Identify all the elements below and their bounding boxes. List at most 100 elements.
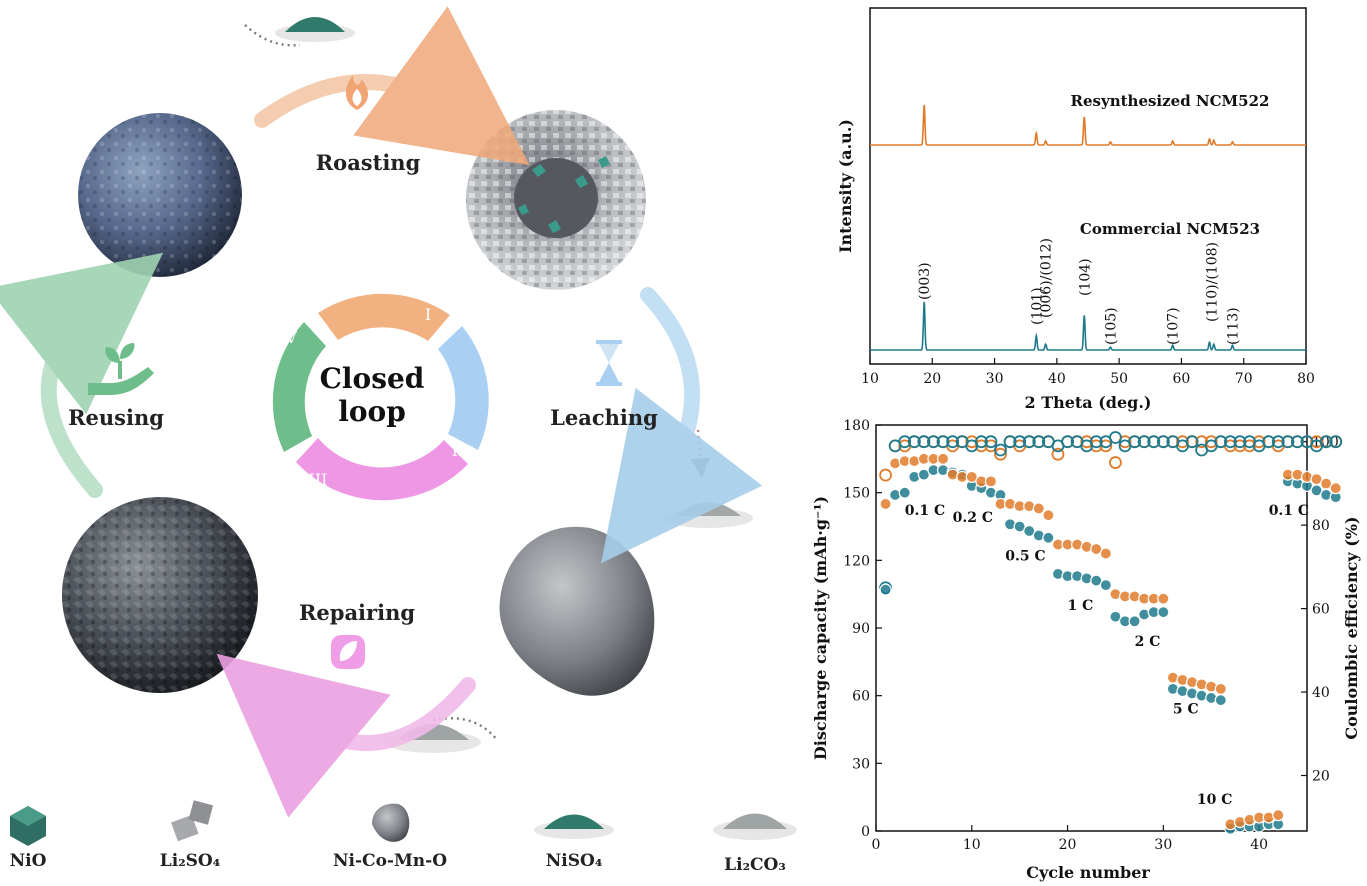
step-reusing-label: Reusing [68,405,164,430]
rate-chart: Discharge capacity (mAh·g⁻¹) Coulombic e… [811,418,1361,882]
rate-y-tick-label: 0 [861,824,870,840]
xrd-peak-label: (003) [917,262,933,300]
ring-numeral-3: III [309,470,328,489]
coulombic-efficiency-point [1252,435,1266,449]
rate-c-rate-annotations: 0.1 C 0.2 C 0.5 C 1 C 2 C 5 C 10 C 0.1 C [905,503,1309,808]
coulombic-efficiency-point [1109,456,1122,469]
center-title-line1: Closed [320,362,425,395]
ring-segment-1 [318,293,450,341]
coulombic-efficiency-point [974,435,988,449]
xrd-peak-label: (101) [1029,287,1045,325]
xrd-peak-label: (107) [1166,307,1182,345]
dotted-feed-top [244,24,301,47]
step-roasting-label: Roasting [316,150,421,175]
xrd-peak-label: (105) [1103,307,1119,345]
ring-numeral-1: I [425,305,431,324]
c-rate-label: 0.2 C [953,510,993,526]
coulombic-efficiency-point [1329,435,1343,449]
ring-segment-3 [296,438,468,501]
coulombic-efficiency-point [1022,435,1036,449]
rate-y-tick-label: 180 [843,418,870,434]
discharge-capacity-point [1099,579,1112,592]
flame-icon [345,75,369,110]
step-leaching-label: Leaching [550,405,658,430]
discharge-capacity-point [1032,502,1045,515]
coulombic-efficiency-point [1032,435,1046,449]
xrd-x-ticks: 10 20 30 40 50 60 70 80 [861,358,1315,387]
rate-x-tick-label: 20 [1059,837,1077,853]
coulombic-efficiency-point [1223,435,1237,449]
coulombic-efficiency-point [1262,435,1276,449]
nio-crystal-icon [10,806,46,846]
rate-y-tick-label: 90 [852,621,870,637]
coulombic-efficiency-point [1051,447,1065,461]
rate-y-tick-label: 120 [843,553,870,569]
coulombic-efficiency-point [927,435,940,449]
closed-loop-ring: I II III IV Closed loop [272,293,489,501]
roasting-arrow [254,6,530,166]
coulombic-efficiency-point [994,447,1007,461]
rate-y-tick-label: 150 [843,486,870,502]
ncm-dark-sphere [62,497,258,693]
xrd-series-label-commercial: Commercial NCM523 [1080,220,1260,238]
legend-li2so4-label: Li₂SO₄ [160,851,220,871]
xrd-series-label-resynth: Resynthesized NCM522 [1071,92,1270,110]
nicomno-rock-icon [372,803,410,842]
ring-segment-2 [438,326,489,450]
rate-y2-tick-label: 20 [1312,769,1330,785]
c-rate-label: 1 C [1068,598,1094,614]
coulombic-efficiency-point [1003,435,1017,449]
discharge-capacity-point [1157,606,1170,619]
xrd-x-tick-label: 80 [1297,371,1315,387]
rate-x-tick-label: 40 [1250,837,1268,853]
coulombic-efficiency-point [879,468,892,482]
center-title-line2: loop [338,395,406,428]
rate-y2-tick-label: 80 [1312,518,1330,534]
rate-y2-axis-label: Coulombic efficiency (%) [1342,516,1361,739]
rate-y-tick-label: 60 [852,689,870,705]
discharge-capacity-point [1329,482,1342,495]
rate-y2-tick-label: 60 [1312,602,1330,618]
discharge-capacity-point [1042,531,1055,544]
reusing-arrow [0,252,164,498]
coulombic-efficiency-point [1128,435,1141,449]
xrd-peak-annotations: (003) (101)(006)/(012) (104) (105) (107) (110… [917,238,1241,345]
li2co3-powder-pile-right [663,502,753,528]
discharge-capacity-point [1214,694,1227,707]
leaf-icon [331,635,365,669]
coulombic-efficiency-point [1310,435,1323,449]
legend-nio-label: NiO [10,851,47,871]
xrd-x-axis-label: 2 Theta (deg.) [1024,393,1151,412]
rate-x-axis-label: Cycle number [1026,863,1150,882]
coulombic-efficiency-point [1147,435,1161,449]
xrd-x-tick-label: 20 [923,371,941,387]
discharge-capacity-point [879,583,892,596]
rate-y-tick-label: 30 [852,756,870,772]
discharge-capacity-point [1099,547,1112,560]
legend-nicomno-label: Ni-Co-Mn-O [333,851,447,871]
coulombic-efficiency-point [1013,435,1027,449]
discharge-capacity-point [898,486,911,499]
discharge-capacity-point [984,475,998,488]
coulombic-efficiency-point [994,443,1007,457]
discharge-capacity-point [1157,592,1170,605]
discharge-capacity-point [1272,809,1285,822]
xrd-x-tick-label: 60 [1173,371,1191,387]
hourglass-icon [596,340,622,386]
coulombic-efficiency-point [984,435,998,449]
coulombic-efficiency-point [1185,435,1199,449]
rate-data-points [879,431,1343,835]
ring-numeral-4: IV [279,328,297,347]
xrd-peak-label: (113) [1226,307,1242,345]
xrd-x-tick-label: 10 [861,371,879,387]
xrd-x-tick-label: 40 [1048,371,1066,387]
coulombic-efficiency-point [1233,435,1247,449]
xrd-peak-label: (006)/(012) [1039,238,1055,318]
coulombic-efficiency-point [1061,435,1074,449]
c-rate-label: 2 C [1135,634,1161,650]
ring-numeral-2: II [452,441,465,460]
discharge-capacity-point [936,452,950,465]
nicomno-rock-particle [499,526,655,696]
